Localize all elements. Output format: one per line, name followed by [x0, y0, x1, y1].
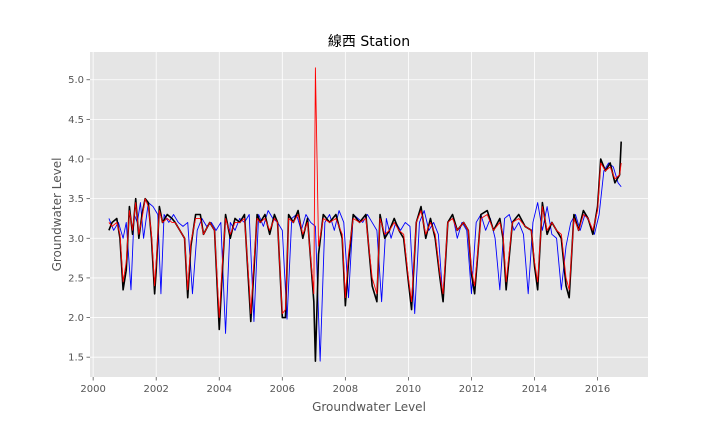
x-tick-label: 2010	[396, 384, 421, 395]
y-axis-label: Groundwater Level	[50, 158, 64, 272]
y-tick-label: 4.0	[68, 155, 84, 166]
series-line-red	[108, 67, 622, 318]
x-tick-label: 2004	[207, 384, 232, 395]
x-tick-label: 2016	[585, 384, 610, 395]
x-tick-label: 2012	[459, 384, 484, 395]
x-tick-label: 2002	[143, 384, 168, 395]
x-tick-label: 2008	[333, 384, 358, 395]
chart-title: 線西 Station	[328, 34, 410, 50]
y-tick-label: 3.5	[68, 194, 84, 205]
y-tick-label: 4.5	[68, 115, 84, 126]
y-tick-label: 1.5	[68, 353, 84, 364]
y-tick-label: 2.0	[68, 313, 84, 324]
y-axis-ticks: 1.5 2.0 2.5 3.0 3.5 4.0 4.5 5.0	[68, 75, 90, 364]
y-tick-label: 3.0	[68, 234, 84, 245]
x-tick-label: 2006	[270, 384, 295, 395]
y-tick-label: 5.0	[68, 75, 84, 86]
series-layer	[108, 67, 622, 362]
x-tick-label: 2000	[80, 384, 105, 395]
plot-area	[90, 52, 648, 377]
x-tick-label: 2014	[522, 384, 547, 395]
x-axis-ticks: 2000 2002 2004 2006 2008 2010 2012 2014 2016	[80, 377, 610, 395]
y-tick-label: 2.5	[68, 273, 84, 284]
x-axis-label: Groundwater Level	[312, 400, 426, 414]
